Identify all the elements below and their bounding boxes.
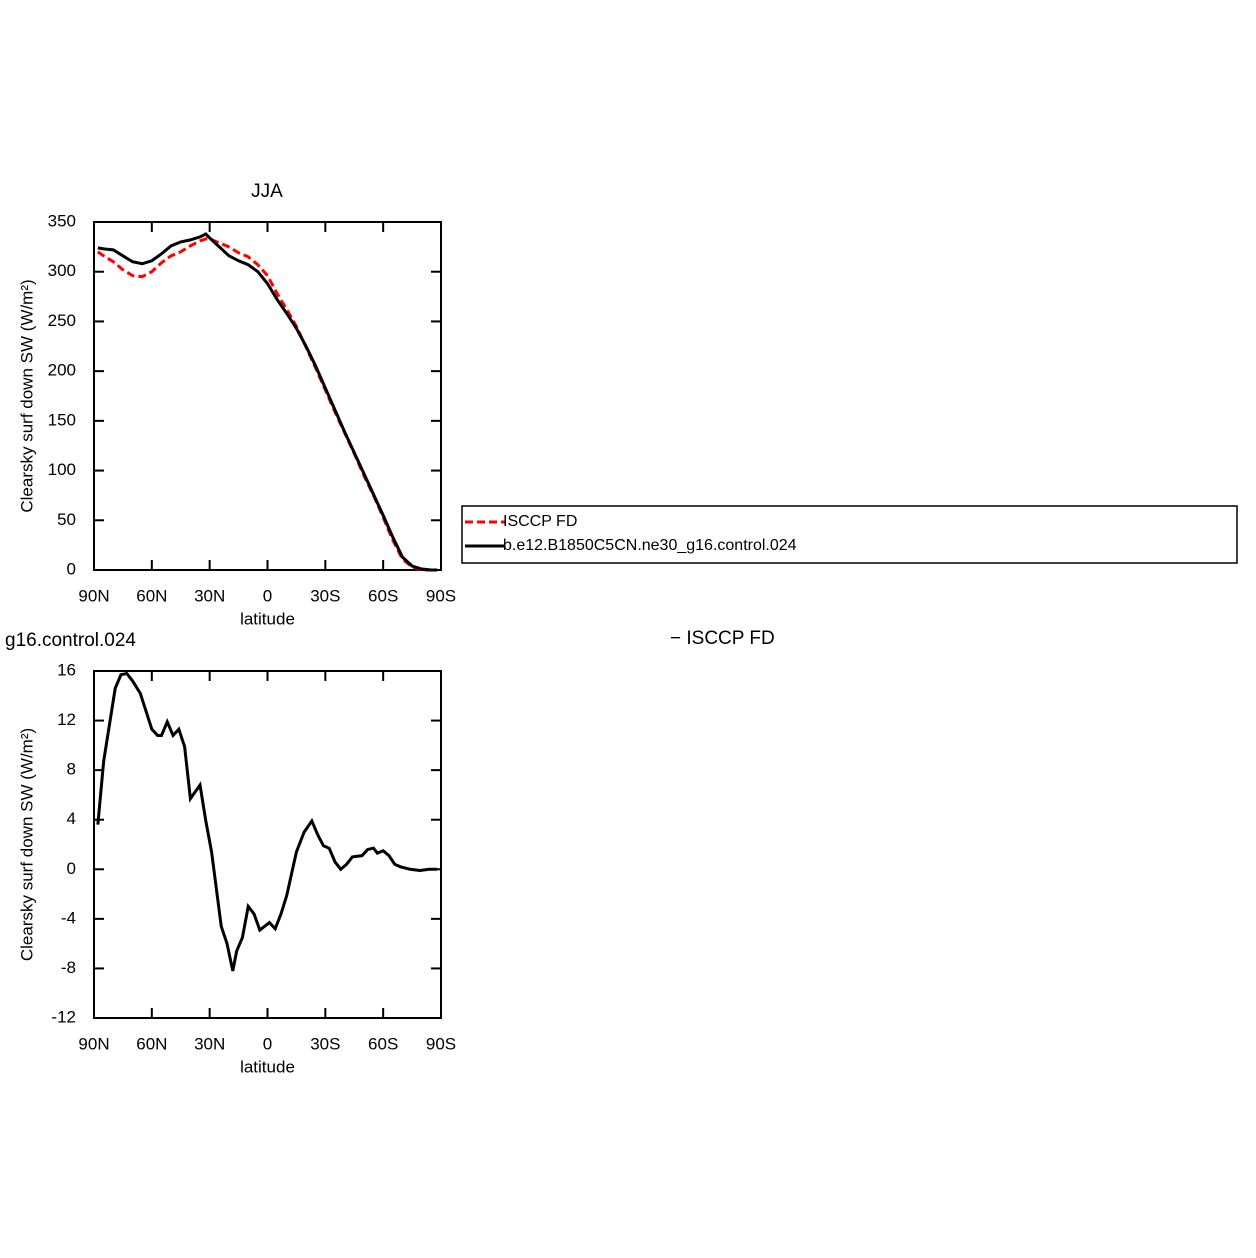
x-tick-label: 60N	[136, 586, 167, 605]
plot-frame	[93, 670, 442, 1019]
x-tick-label: 60N	[136, 1034, 167, 1053]
y-axis-label: Clearsky surf down SW (W/m²)	[17, 728, 36, 961]
chart-title: JJA	[251, 181, 283, 202]
data-line	[97, 232, 438, 572]
x-tick-label: 60S	[368, 586, 398, 605]
x-tick-label: 0	[263, 1034, 272, 1053]
chart-title: g16.control.024	[5, 630, 136, 651]
x-tick-label: 30N	[194, 1034, 225, 1053]
y-tick-label: -12	[51, 1007, 76, 1026]
y-axis-label: Clearsky surf down SW (W/m²)	[17, 279, 36, 512]
data-line	[96, 671, 438, 972]
x-tick-label: 30S	[310, 1034, 340, 1053]
y-tick-label: 12	[57, 710, 76, 729]
y-tick-label: 0	[67, 859, 76, 878]
x-tick-label: 90S	[426, 586, 456, 605]
y-tick-label: 150	[48, 410, 76, 429]
y-tick-label: 4	[67, 809, 76, 828]
x-tick-label: 90S	[426, 1034, 456, 1053]
legend-label: ISCCP FD	[503, 513, 577, 530]
x-axis-label: latitude	[240, 609, 295, 628]
legend-box	[461, 505, 1238, 564]
y-tick-label: 50	[57, 510, 76, 529]
y-tick-label: -8	[61, 958, 76, 977]
y-tick-label: -4	[61, 908, 76, 927]
x-tick-label: 0	[263, 586, 272, 605]
legend-label: b.e12.B1850C5CN.ne30_g16.control.024	[503, 537, 797, 554]
y-tick-label: 0	[67, 559, 76, 578]
y-tick-label: 300	[48, 261, 76, 280]
x-tick-label: 90N	[78, 1034, 109, 1053]
annotation: − ISCCP FD	[670, 628, 775, 649]
y-tick-label: 250	[48, 311, 76, 330]
x-tick-label: 30N	[194, 586, 225, 605]
x-tick-label: 60S	[368, 1034, 398, 1053]
x-tick-label: 90N	[78, 586, 109, 605]
y-tick-label: 200	[48, 361, 76, 380]
x-tick-label: 30S	[310, 586, 340, 605]
y-tick-label: 16	[57, 660, 76, 679]
y-tick-label: 8	[67, 760, 76, 779]
y-tick-label: 350	[48, 211, 76, 230]
y-tick-label: 100	[48, 460, 76, 479]
data-line	[97, 237, 438, 572]
x-axis-label: latitude	[240, 1057, 295, 1076]
